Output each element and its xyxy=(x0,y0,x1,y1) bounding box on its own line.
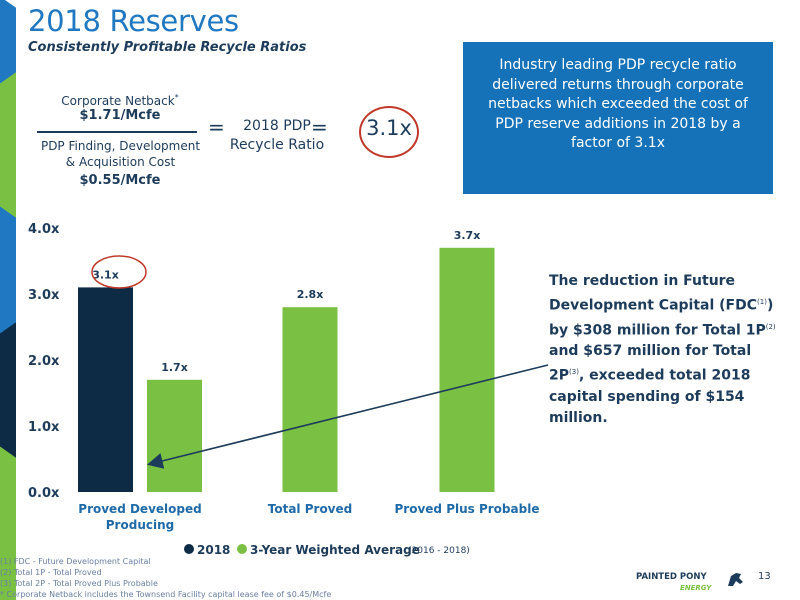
footnote-4: * Corporate Netback includes the Townsen… xyxy=(0,590,332,599)
bar-3yr-avg xyxy=(439,247,495,492)
painted-pony-logo: PAINTED PONY ENERGY xyxy=(636,572,743,592)
y-tick-label: 0.0x xyxy=(28,486,60,501)
x-category-label: Proved Developed xyxy=(78,502,201,516)
x-category-label: Proved Plus Probable xyxy=(395,502,540,516)
bar-value-label: 3.7x xyxy=(454,229,481,242)
footnotes: (1) FDC - Future Development Capital (2)… xyxy=(0,556,400,600)
y-tick-label: 1.0x xyxy=(28,420,60,435)
footnote-1: (1) FDC - Future Development Capital xyxy=(0,557,151,566)
fdc-reduction-note: The reduction in Future Development Capi… xyxy=(549,273,776,426)
y-tick-label: 3.0x xyxy=(28,288,60,303)
bar-value-label: 2.8x xyxy=(297,288,324,301)
footnote-2: (2) Total 1P - Total Proved xyxy=(0,568,102,577)
formula-fraction-line xyxy=(37,131,197,133)
svg-text:ENERGY: ENERGY xyxy=(680,584,712,592)
bar-value-label: 3.1x xyxy=(92,268,119,281)
callout-box: Industry leading PDP recycle ratio deliv… xyxy=(463,42,773,194)
x-category-label: Total Proved xyxy=(268,502,352,516)
bar-2018 xyxy=(78,287,133,492)
callout-arrow xyxy=(146,364,549,469)
formula-numerator-value: $1.71/Mcfe xyxy=(79,108,161,123)
legend-swatch-2018 xyxy=(184,544,194,554)
legend-label-3yr-avg: 3-Year Weighted Average xyxy=(250,543,420,557)
bar-3yr-avg xyxy=(147,379,202,492)
formula-numerator-label: Corporate Netback* xyxy=(61,93,179,108)
formula-denominator-label: PDP Finding, Development & Acquisition C… xyxy=(40,139,201,169)
legend-swatch-3yr-avg xyxy=(237,544,247,554)
bar-value-label: 1.7x xyxy=(161,361,188,374)
bar-3yr-avg xyxy=(282,307,338,492)
recycle-ratio-label: 2018 PDP Recycle Ratio xyxy=(229,118,325,153)
page-title: 2018 Reserves xyxy=(28,4,239,38)
y-tick-label: 2.0x xyxy=(28,354,60,369)
legend-label-2018: 2018 xyxy=(197,543,230,557)
x-category-label: Producing xyxy=(106,518,174,532)
equals-sign-second: = xyxy=(311,115,328,139)
reserves-bar-chart: 0.0x 1.0x 2.0x 3.0x 4.0x 3.1x 1.7x 2.8x 3.7x Pr… xyxy=(28,222,549,557)
equals-sign: = xyxy=(208,115,225,139)
footnote-3: (3) Total 2P - Total Proved Plus Probabl… xyxy=(0,579,158,588)
formula-denominator-value: $0.55/Mcfe xyxy=(79,173,161,188)
page-number: 13 xyxy=(758,571,771,582)
page-subtitle: Consistently Profitable Recycle Ratios xyxy=(28,40,307,55)
recycle-ratio-value: 3.1x xyxy=(366,116,412,140)
svg-text:PAINTED PONY: PAINTED PONY xyxy=(636,572,707,582)
legend-note: (2016 - 2018) xyxy=(408,546,470,556)
bar-highlight-circle xyxy=(91,255,147,289)
y-tick-label: 4.0x xyxy=(28,222,60,237)
ratio-highlight-circle xyxy=(359,106,419,158)
